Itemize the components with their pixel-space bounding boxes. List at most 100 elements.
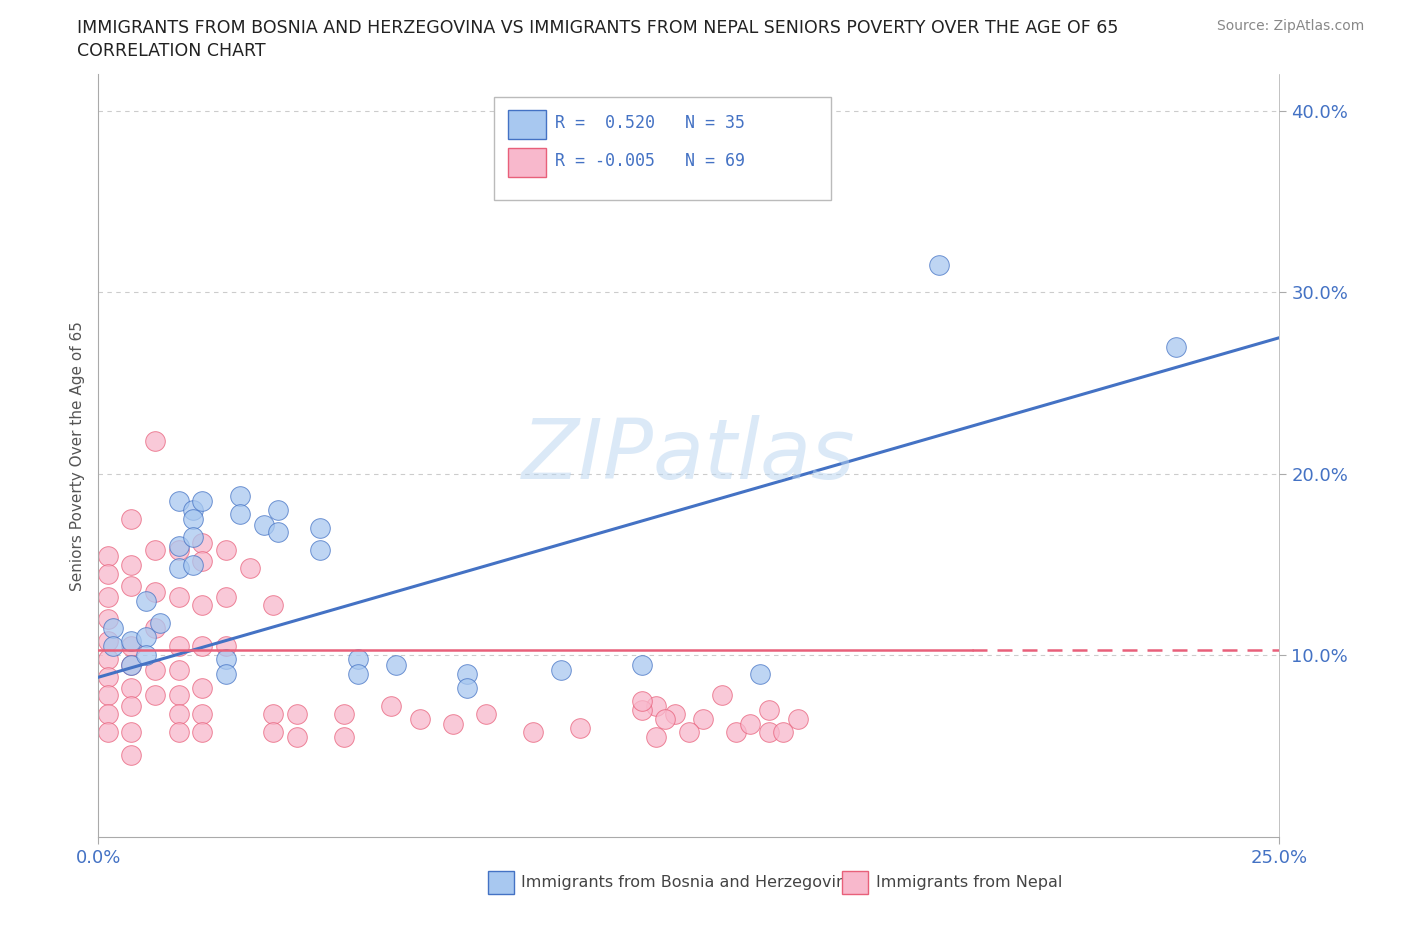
Point	[630, 694, 652, 709]
Point	[121, 681, 143, 696]
Point	[758, 724, 780, 739]
Point	[191, 536, 214, 551]
Point	[121, 512, 143, 526]
Point	[285, 706, 308, 721]
Point	[181, 530, 204, 545]
Point	[385, 658, 408, 672]
Point	[181, 512, 204, 526]
Y-axis label: Seniors Poverty Over the Age of 65: Seniors Poverty Over the Age of 65	[69, 321, 84, 591]
Point	[229, 488, 252, 503]
Point	[309, 521, 332, 536]
Point	[928, 258, 950, 272]
Point	[97, 612, 120, 627]
Point	[285, 730, 308, 745]
Point	[143, 620, 166, 635]
Point	[121, 639, 143, 654]
Point	[121, 698, 143, 713]
Point	[143, 543, 166, 558]
Point	[167, 561, 190, 576]
Point	[262, 597, 284, 612]
Point	[475, 706, 498, 721]
Point	[101, 639, 124, 654]
Point	[121, 748, 143, 763]
Point	[380, 698, 402, 713]
FancyBboxPatch shape	[488, 871, 515, 895]
Point	[215, 666, 238, 681]
Point	[121, 633, 143, 648]
Point	[654, 711, 676, 726]
Point	[215, 652, 238, 667]
Point	[191, 639, 214, 654]
Point	[215, 639, 238, 654]
Text: Source: ZipAtlas.com: Source: ZipAtlas.com	[1216, 19, 1364, 33]
Point	[97, 706, 120, 721]
Point	[522, 724, 544, 739]
Text: IMMIGRANTS FROM BOSNIA AND HERZEGOVINA VS IMMIGRANTS FROM NEPAL SENIORS POVERTY : IMMIGRANTS FROM BOSNIA AND HERZEGOVINA V…	[77, 19, 1119, 36]
Point	[143, 688, 166, 703]
Point	[143, 433, 166, 448]
Point	[267, 503, 290, 518]
Point	[191, 597, 214, 612]
Point	[253, 517, 276, 532]
Point	[262, 706, 284, 721]
Point	[97, 724, 120, 739]
Point	[262, 724, 284, 739]
FancyBboxPatch shape	[842, 871, 869, 895]
Point	[441, 717, 464, 732]
Point	[748, 666, 770, 681]
Point	[456, 681, 478, 696]
Point	[135, 648, 157, 663]
Point	[143, 662, 166, 677]
Point	[191, 494, 214, 509]
Point	[167, 543, 190, 558]
Point	[333, 706, 356, 721]
Point	[191, 681, 214, 696]
Point	[97, 590, 120, 604]
FancyBboxPatch shape	[508, 111, 546, 140]
Point	[678, 724, 700, 739]
Point	[692, 711, 714, 726]
FancyBboxPatch shape	[494, 98, 831, 200]
Point	[97, 670, 120, 684]
Point	[149, 616, 172, 631]
Point	[121, 557, 143, 572]
Text: CORRELATION CHART: CORRELATION CHART	[77, 42, 266, 60]
Point	[758, 702, 780, 717]
Point	[630, 702, 652, 717]
Text: R =  0.520   N = 35: R = 0.520 N = 35	[555, 114, 745, 132]
Point	[630, 658, 652, 672]
Point	[97, 652, 120, 667]
FancyBboxPatch shape	[508, 149, 546, 178]
Point	[97, 566, 120, 581]
Point	[135, 630, 157, 644]
Point	[167, 494, 190, 509]
Point	[121, 724, 143, 739]
Point	[167, 688, 190, 703]
Point	[97, 633, 120, 648]
Point	[167, 590, 190, 604]
Point	[550, 662, 572, 677]
Point	[772, 724, 794, 739]
Point	[167, 724, 190, 739]
Point	[725, 724, 748, 739]
Point	[644, 730, 666, 745]
Point	[135, 593, 157, 608]
Point	[239, 561, 262, 576]
Point	[191, 706, 214, 721]
Point	[408, 711, 430, 726]
Point	[97, 688, 120, 703]
Point	[181, 557, 204, 572]
Point	[333, 730, 356, 745]
Point	[181, 503, 204, 518]
Point	[167, 706, 190, 721]
Point	[191, 553, 214, 568]
Point	[121, 658, 143, 672]
Point	[664, 706, 686, 721]
Point	[229, 506, 252, 521]
Point	[569, 721, 592, 736]
Point	[267, 525, 290, 539]
Text: Immigrants from Nepal: Immigrants from Nepal	[876, 875, 1062, 890]
Point	[143, 584, 166, 599]
Point	[191, 724, 214, 739]
Point	[121, 658, 143, 672]
